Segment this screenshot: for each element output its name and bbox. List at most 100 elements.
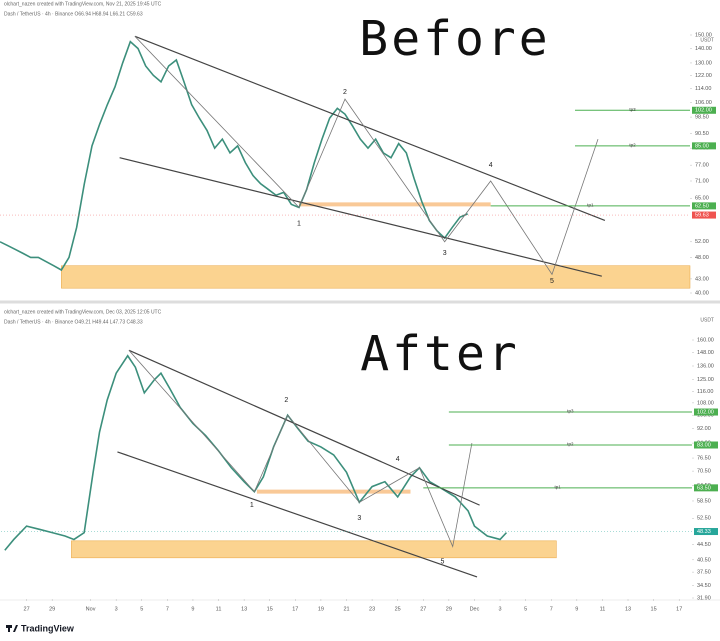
chart-header: olchart_nazen created with TradingView.c…	[4, 309, 162, 315]
price-tag: 102.00	[697, 409, 714, 415]
price-line	[0, 40, 468, 272]
y-tick-label: 125.00	[697, 377, 714, 383]
price-tag: 85.00	[695, 143, 709, 149]
x-tick-label: 17	[292, 606, 298, 612]
x-tick-label: Nov	[86, 606, 96, 612]
y-tick-label: 92.00	[697, 426, 711, 432]
target-name: tp3	[567, 409, 574, 414]
y-tick-label: 116.00	[697, 389, 713, 395]
y-tick-label: 140.00	[695, 46, 712, 52]
y-tick-label: 31.90	[697, 595, 711, 601]
wedge-line	[128, 349, 480, 506]
price-tag: 59.63	[695, 213, 709, 219]
x-tick-label: 15	[267, 606, 273, 612]
price-tag: 48.33	[697, 529, 711, 535]
price-tag: 83.00	[697, 442, 711, 448]
x-tick-label: 29	[49, 606, 55, 612]
wave-path	[134, 36, 599, 276]
chart-header: Dash / TetherUS · 4h · Binance O66.94 H6…	[4, 11, 143, 17]
x-tick-label: 25	[395, 606, 401, 612]
target-name: tp1	[555, 485, 562, 490]
x-tick-label: 9	[575, 606, 578, 612]
y-tick-label: 106.00	[695, 100, 712, 106]
price-tag: 102.00	[695, 108, 712, 114]
target-name: tp2	[629, 143, 636, 148]
x-tick-label: 15	[651, 606, 657, 612]
x-tick-label: 29	[446, 606, 452, 612]
wave-label: 2	[343, 89, 347, 96]
wedge-line	[119, 157, 602, 277]
y-tick-label: 90.50	[695, 131, 709, 137]
y-tick-label: 122.00	[695, 73, 712, 79]
x-tick-label: 7	[166, 606, 169, 612]
wave-label: 4	[489, 162, 493, 169]
y-tick-label: 44.50	[697, 542, 711, 548]
y-tick-label: 160.00	[697, 337, 714, 343]
price-tag-bg	[694, 441, 718, 449]
x-tick-label: 9	[191, 606, 194, 612]
x-tick-label: 13	[241, 606, 247, 612]
x-tick-label: 23	[369, 606, 375, 612]
wave-label: 3	[357, 515, 361, 522]
price-tag-bg	[694, 484, 718, 492]
x-tick-label: 3	[499, 606, 502, 612]
y-tick-label: 43.00	[695, 276, 709, 282]
demand-zone	[71, 540, 557, 559]
y-tick-label: 40.50	[697, 557, 711, 563]
y-tick-label: 148.00	[697, 350, 714, 356]
y-tick-label: 108.00	[697, 400, 714, 406]
price-tag: 63.50	[697, 485, 711, 491]
x-tick-label: 11	[600, 606, 606, 612]
wave-label: 5	[550, 278, 554, 285]
y-tick-label: 114.00	[695, 86, 711, 92]
price-tag-bg	[692, 202, 716, 210]
tradingview-logo: TradingView	[6, 623, 75, 633]
logo-part	[13, 625, 18, 632]
x-tick-label: 27	[24, 606, 30, 612]
y-tick-label: 76.50	[697, 456, 711, 462]
chart-header: Dash / TetherUS · 4h · Binance O49.21 H4…	[4, 319, 143, 325]
currency-label: USDT	[700, 317, 714, 323]
target-name: tp3	[629, 107, 636, 112]
x-tick-label: 7	[550, 606, 553, 612]
y-tick-label: 34.50	[697, 583, 711, 589]
price-tag-bg	[692, 106, 716, 114]
x-tick-label: 5	[140, 606, 143, 612]
currency-label: USDT	[700, 37, 714, 43]
y-tick-label: 37.50	[697, 570, 711, 576]
y-tick-label: 40.00	[695, 290, 709, 296]
price-tag-bg	[692, 211, 716, 219]
wedge-line	[134, 35, 606, 222]
wave-label: 3	[443, 250, 447, 257]
chart-header: olchart_nazen created with TradingView.c…	[4, 1, 162, 7]
price-tag-bg	[694, 528, 718, 536]
x-tick-label: 5	[524, 606, 527, 612]
wave-path	[128, 350, 473, 548]
y-tick-label: 150.00	[695, 32, 712, 38]
target-name: tp2	[567, 442, 574, 447]
x-tick-label: Dec	[470, 606, 480, 612]
price-line	[4, 354, 508, 551]
y-tick-label: 52.00	[695, 239, 709, 245]
y-tick-label: 71.00	[695, 178, 709, 184]
x-tick-label: 11	[216, 606, 222, 612]
panel-title: After	[360, 326, 520, 382]
wave-label: 1	[250, 502, 254, 509]
x-tick-label: 3	[115, 606, 118, 612]
wedge-line	[117, 451, 478, 578]
y-tick-label: 98.50	[695, 115, 709, 121]
x-tick-label: 17	[676, 606, 682, 612]
wave-label: 1	[297, 221, 301, 228]
x-tick-label: 19	[318, 606, 324, 612]
panel-title: Before	[359, 11, 550, 67]
logo-part	[8, 625, 10, 632]
target-name: tp1	[587, 203, 594, 208]
x-tick-label: 27	[420, 606, 426, 612]
y-tick-label: 130.00	[695, 60, 712, 66]
wave-label: 2	[284, 397, 288, 404]
y-tick-label: 52.50	[697, 516, 711, 522]
y-tick-label: 136.00	[697, 363, 714, 369]
price-tag: 62.50	[695, 203, 709, 209]
